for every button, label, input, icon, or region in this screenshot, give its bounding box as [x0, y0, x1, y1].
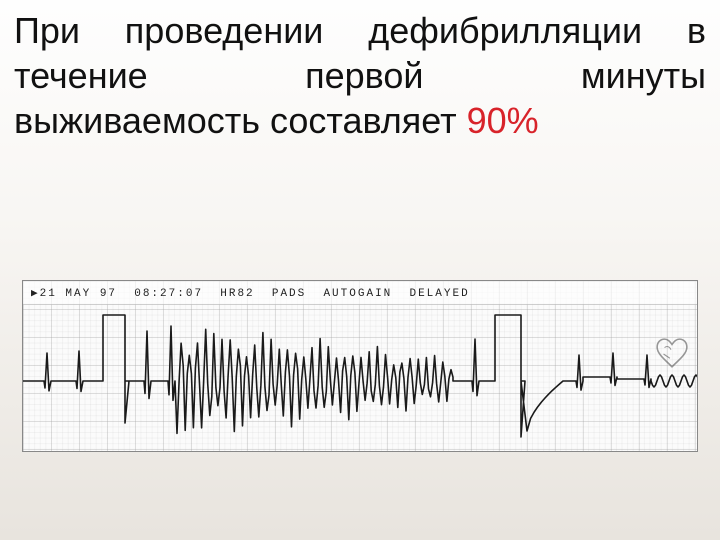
slide-container: При проведении дефибрилляции в течение п… [0, 0, 720, 540]
ecg-waveform [23, 281, 698, 452]
text-line-3: выживаемость составляет 90% [14, 98, 706, 143]
text-line-3-pre: выживаемость составляет [14, 100, 467, 141]
heart-icon [655, 337, 689, 371]
slide-text: При проведении дефибрилляции в течение п… [14, 8, 706, 143]
ecg-strip: ▶21 MAY 97 08:27:07 HR82 PADS AUTOGAIN D… [22, 280, 698, 452]
accent-percentage: 90% [467, 100, 539, 141]
text-line-1: При проведении дефибрилляции в [14, 8, 706, 53]
text-line-2: течение первой минуты [14, 53, 706, 98]
